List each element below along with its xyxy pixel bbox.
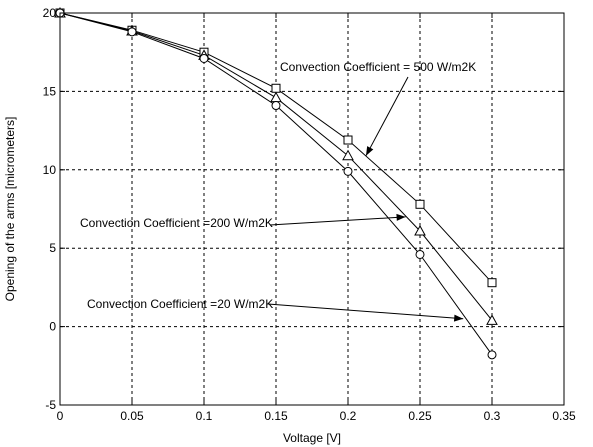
square-marker <box>488 279 496 287</box>
x-tick-label: 0.05 <box>120 409 144 423</box>
y-tick-label: -5 <box>45 398 56 412</box>
annotation-label: Convection Coefficient =20 W/m2K <box>87 297 273 311</box>
x-tick-label: 0.35 <box>552 409 576 423</box>
square-marker <box>416 200 424 208</box>
x-tick-label: 0.15 <box>264 409 288 423</box>
circle-marker <box>128 28 136 36</box>
x-tick-label: 0.25 <box>408 409 432 423</box>
y-axis-label: Opening of the arms [micrometers] <box>3 117 17 302</box>
square-marker <box>344 136 352 144</box>
circle-marker <box>488 351 496 359</box>
x-tick-label: 0.1 <box>196 409 213 423</box>
y-tick-label: 10 <box>43 163 57 177</box>
y-tick-label: 15 <box>43 84 57 98</box>
square-marker <box>272 84 280 92</box>
x-tick-label: 0.2 <box>340 409 357 423</box>
y-tick-label: 0 <box>49 320 56 334</box>
annotation-label: Convection Coefficient =200 W/m2K <box>80 216 273 230</box>
circle-marker <box>416 250 424 258</box>
circle-marker <box>200 54 208 62</box>
y-tick-label: 5 <box>49 241 56 255</box>
circle-marker <box>344 167 352 175</box>
x-tick-label: 0.3 <box>484 409 501 423</box>
x-tick-label: 0 <box>57 409 64 423</box>
y-tick-label: 20 <box>43 6 57 20</box>
x-axis-label: Voltage [V] <box>283 431 341 445</box>
annotation-label: Convection Coefficient = 500 W/m2K <box>280 60 476 74</box>
circle-marker <box>272 102 280 110</box>
